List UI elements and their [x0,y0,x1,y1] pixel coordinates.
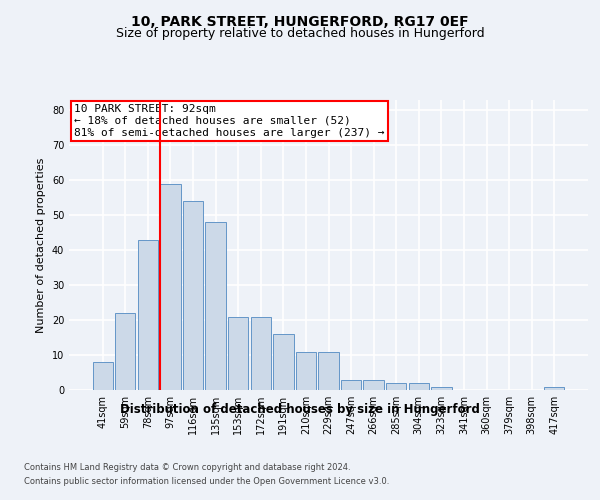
Text: 10 PARK STREET: 92sqm
← 18% of detached houses are smaller (52)
81% of semi-deta: 10 PARK STREET: 92sqm ← 18% of detached … [74,104,385,138]
Bar [341,380,361,390]
Bar [319,352,338,390]
Bar [409,383,429,390]
Bar [228,316,248,390]
Bar [205,222,226,390]
Bar [386,383,406,390]
Bar [115,313,136,390]
Text: Distribution of detached houses by size in Hungerford: Distribution of detached houses by size … [120,402,480,415]
Bar [544,386,565,390]
Bar [183,202,203,390]
Bar [296,352,316,390]
Text: Size of property relative to detached houses in Hungerford: Size of property relative to detached ho… [116,28,484,40]
Bar [92,362,113,390]
Bar [364,380,384,390]
Bar [273,334,293,390]
Bar [160,184,181,390]
Text: 10, PARK STREET, HUNGERFORD, RG17 0EF: 10, PARK STREET, HUNGERFORD, RG17 0EF [131,15,469,29]
Bar [138,240,158,390]
Y-axis label: Number of detached properties: Number of detached properties [36,158,46,332]
Bar [251,316,271,390]
Text: Contains HM Land Registry data © Crown copyright and database right 2024.: Contains HM Land Registry data © Crown c… [24,462,350,471]
Text: Contains public sector information licensed under the Open Government Licence v3: Contains public sector information licen… [24,478,389,486]
Bar [431,386,452,390]
